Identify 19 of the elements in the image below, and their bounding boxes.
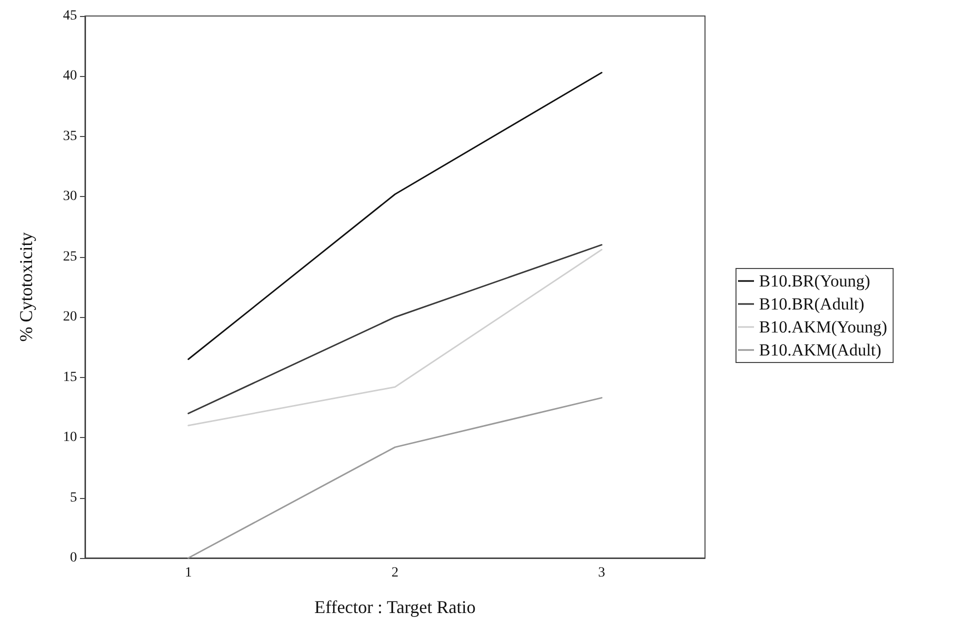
y-tick-label: 45 <box>63 8 77 24</box>
y-tick-label: 40 <box>63 68 77 84</box>
y-tick-label: 20 <box>63 310 77 325</box>
legend-label: B10.AKM(Young) <box>759 318 888 336</box>
y-tick-label: 25 <box>63 249 77 264</box>
x-tick-label: 1 <box>184 566 192 580</box>
y-tick-label: 15 <box>63 370 77 385</box>
y-tick-label: 5 <box>70 490 77 506</box>
y-tick-label: 35 <box>63 128 77 144</box>
x-tick-label: 3 <box>598 566 606 580</box>
legend-label: B10.AKM(Adult) <box>759 340 882 360</box>
y-tick-label: 0 <box>70 550 77 566</box>
x-axis-title: Effector : Target Ratio <box>314 597 476 617</box>
legend-label: B10.BR(Young) <box>759 272 870 290</box>
y-tick-label: 30 <box>63 189 77 204</box>
y-tick-label: 10 <box>63 430 77 446</box>
y-axis-title: % Cytotoxicity <box>16 232 36 342</box>
x-tick-label: 2 <box>392 566 398 580</box>
legend-label: B10.BR(Adult) <box>759 294 864 314</box>
